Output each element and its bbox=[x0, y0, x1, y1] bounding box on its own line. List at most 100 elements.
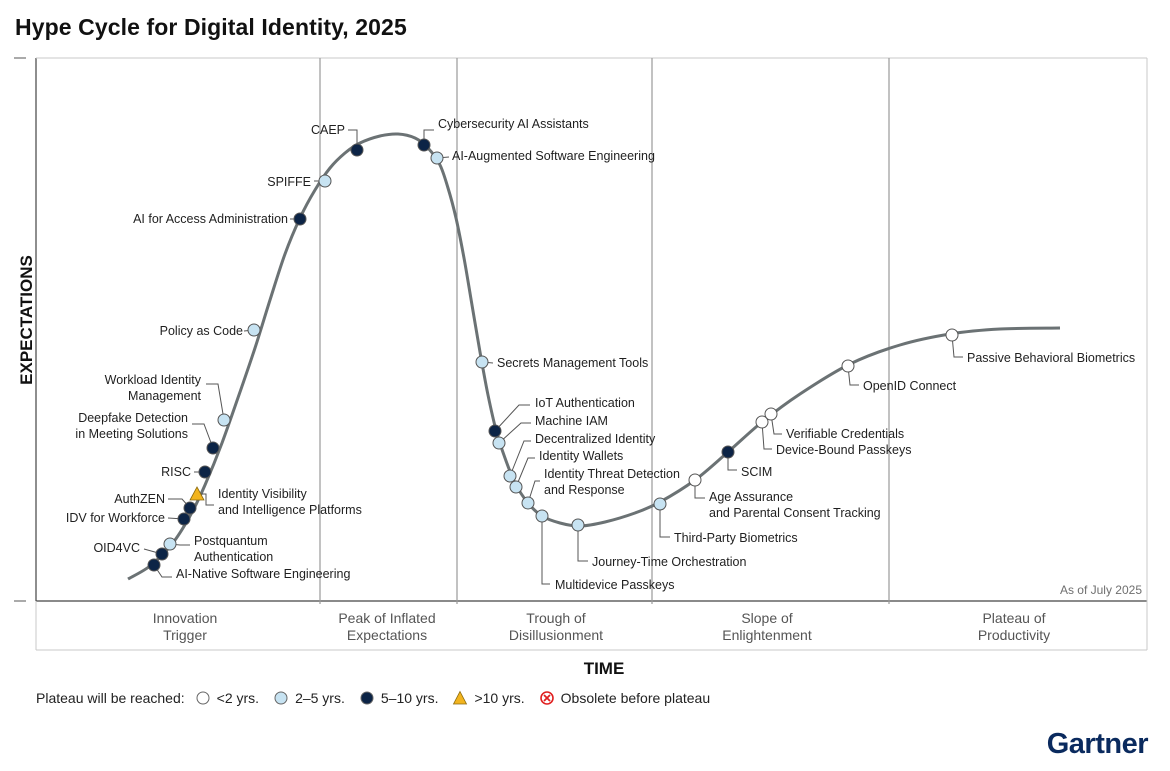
marker-caep bbox=[350, 143, 364, 157]
label-identity-wallets: Identity Wallets bbox=[539, 449, 623, 463]
label-multidevice-passkeys: Multidevice Passkeys bbox=[555, 578, 675, 592]
marker-device-bound-passkeys bbox=[755, 415, 769, 429]
leader-line-deepfake-detection-in-meeting-solutions bbox=[192, 423, 214, 449]
label-ai-for-access-administration: AI for Access Administration bbox=[133, 212, 288, 226]
marker-third-party-biometrics bbox=[653, 497, 667, 511]
label-device-bound-passkeys: Device-Bound Passkeys bbox=[776, 443, 911, 457]
leader-line-identity-wallets bbox=[515, 457, 535, 488]
marker-authzen bbox=[183, 501, 197, 515]
marker-multidevice-passkeys bbox=[535, 509, 549, 523]
leader-line-workload-identity-management bbox=[206, 383, 225, 421]
phase-label: Slope of bbox=[741, 610, 792, 626]
label-identity-threat-detection-and-response: Identity Threat Detection and Response bbox=[544, 467, 680, 497]
phase-label: Disillusionment bbox=[509, 627, 603, 643]
leader-line-passive-behavioral-biometrics bbox=[951, 334, 963, 358]
phase-label: Innovation bbox=[153, 610, 218, 626]
label-policy-as-code: Policy as Code bbox=[160, 324, 243, 338]
obsolete-x-icon bbox=[539, 691, 554, 705]
marker-passive-behavioral-biometrics bbox=[945, 328, 959, 342]
x-axis-title: TIME bbox=[584, 659, 625, 678]
label-scim: SCIM bbox=[741, 465, 772, 479]
legend-label-2to5: 2–5 yrs. bbox=[295, 690, 345, 706]
marker-spiffe bbox=[318, 174, 332, 188]
legend-item-5to10: 5–10 yrs. bbox=[359, 690, 439, 706]
label-authzen: AuthZEN bbox=[114, 492, 165, 506]
legend-intro: Plateau will be reached: bbox=[36, 690, 185, 706]
label-idv-for-workforce: IDV for Workforce bbox=[66, 511, 165, 525]
legend-item-gt10: >10 yrs. bbox=[452, 690, 525, 706]
label-identity-visibility-and-intelligence-platforms: Identity Visibility and Intelligence Plat… bbox=[218, 487, 362, 517]
label-caep: CAEP bbox=[311, 123, 345, 137]
leader-line-identity-threat-detection-and-response bbox=[527, 480, 540, 504]
phase-label: Trough of bbox=[526, 610, 586, 626]
navy-circle-icon bbox=[360, 691, 374, 705]
label-postquantum-authentication: Postquantum Authentication bbox=[194, 534, 273, 564]
marker-iot-authentication bbox=[488, 424, 502, 438]
legend-label-obsolete: Obsolete before plateau bbox=[560, 690, 711, 706]
label-ai-augmented-software-engineering: AI-Augmented Software Engineering bbox=[452, 149, 655, 163]
phase-label: Trigger bbox=[163, 627, 207, 643]
marker-secrets-management-tools bbox=[475, 355, 489, 369]
marker-policy-as-code bbox=[247, 323, 261, 337]
marker-cybersecurity-ai-assistants bbox=[417, 138, 431, 152]
y-axis-title: EXPECTATIONS bbox=[17, 255, 36, 385]
legend-label-lt2: <2 yrs. bbox=[216, 690, 260, 706]
leader-line-decentralized-identity bbox=[509, 440, 531, 477]
gartner-logo: Gartner bbox=[1046, 728, 1149, 760]
marker-identity-threat-detection-and-response bbox=[521, 496, 535, 510]
white-circle-icon bbox=[196, 691, 210, 705]
label-risc: RISC bbox=[161, 465, 191, 479]
marker-ai-for-access-administration bbox=[293, 212, 307, 226]
marker-identity-wallets bbox=[509, 480, 523, 494]
legend-item-2to5: 2–5 yrs. bbox=[273, 690, 345, 706]
marker-scim bbox=[721, 445, 735, 459]
label-third-party-biometrics: Third-Party Biometrics bbox=[674, 531, 798, 545]
yellow-triangle-icon bbox=[453, 690, 468, 705]
phase-label: Plateau of bbox=[982, 610, 1045, 626]
label-secrets-management-tools: Secrets Management Tools bbox=[497, 356, 648, 370]
legend: Plateau will be reached: <2 yrs. 2–5 yrs… bbox=[36, 690, 724, 706]
marker-postquantum-authentication bbox=[163, 537, 177, 551]
leader-line-identity-visibility-and-intelligence-platforms bbox=[197, 493, 214, 506]
phase-label: Expectations bbox=[347, 627, 427, 643]
leader-line-device-bound-passkeys bbox=[761, 421, 772, 450]
label-deepfake-detection-in-meeting-solutions: Deepfake Detection in Meeting Solutions bbox=[75, 411, 188, 441]
phase-label: Enlightenment bbox=[722, 627, 812, 643]
phase-label: Productivity bbox=[978, 627, 1050, 643]
leader-line-machine-iam bbox=[498, 422, 531, 444]
label-journey-time-orchestration: Journey-Time Orchestration bbox=[592, 555, 746, 569]
marker-age-assurance-and-parental-consent-tracking bbox=[688, 473, 702, 487]
label-openid-connect: OpenID Connect bbox=[863, 379, 957, 393]
leader-line-iot-authentication bbox=[494, 404, 530, 432]
marker-risc bbox=[198, 465, 212, 479]
as-of-label: As of July 2025 bbox=[1060, 583, 1142, 597]
label-machine-iam: Machine IAM bbox=[535, 414, 608, 428]
legend-label-5to10: 5–10 yrs. bbox=[380, 690, 439, 706]
chart-title: Hype Cycle for Digital Identity, 2025 bbox=[15, 14, 407, 40]
phase-label: Peak of Inflated bbox=[338, 610, 435, 626]
marker-machine-iam bbox=[492, 436, 506, 450]
label-age-assurance-and-parental-consent-tracking: Age Assurance and Parental Consent Tracki… bbox=[709, 490, 881, 520]
leader-line-verifiable-credentials bbox=[770, 413, 782, 435]
legend-item-obsolete: Obsolete before plateau bbox=[539, 690, 710, 706]
marker-ai-augmented-software-engineering bbox=[430, 151, 444, 165]
legend-item-lt2: <2 yrs. bbox=[195, 690, 259, 706]
hype-curve bbox=[127, 132, 1061, 581]
label-verifiable-credentials: Verifiable Credentials bbox=[786, 427, 904, 441]
leader-line-journey-time-orchestration bbox=[577, 525, 588, 562]
label-spiffe: SPIFFE bbox=[267, 175, 311, 189]
light-blue-circle-icon bbox=[274, 691, 288, 705]
legend-label-gt10: >10 yrs. bbox=[474, 690, 525, 706]
marker-idv-for-workforce bbox=[177, 512, 191, 526]
marker-identity-visibility-and-intelligence-platforms bbox=[189, 486, 205, 501]
label-workload-identity-management: Workload Identity Management bbox=[105, 373, 202, 403]
marker-ai-native-software-engineering bbox=[147, 558, 161, 572]
leader-line-caep bbox=[348, 129, 358, 150]
leader-line-third-party-biometrics bbox=[659, 504, 670, 538]
label-decentralized-identity: Decentralized Identity bbox=[535, 432, 656, 446]
marker-openid-connect bbox=[841, 359, 855, 373]
label-oid4vc: OID4VC bbox=[93, 541, 140, 555]
label-cybersecurity-ai-assistants: Cybersecurity AI Assistants bbox=[438, 117, 589, 131]
marker-decentralized-identity bbox=[503, 469, 517, 483]
